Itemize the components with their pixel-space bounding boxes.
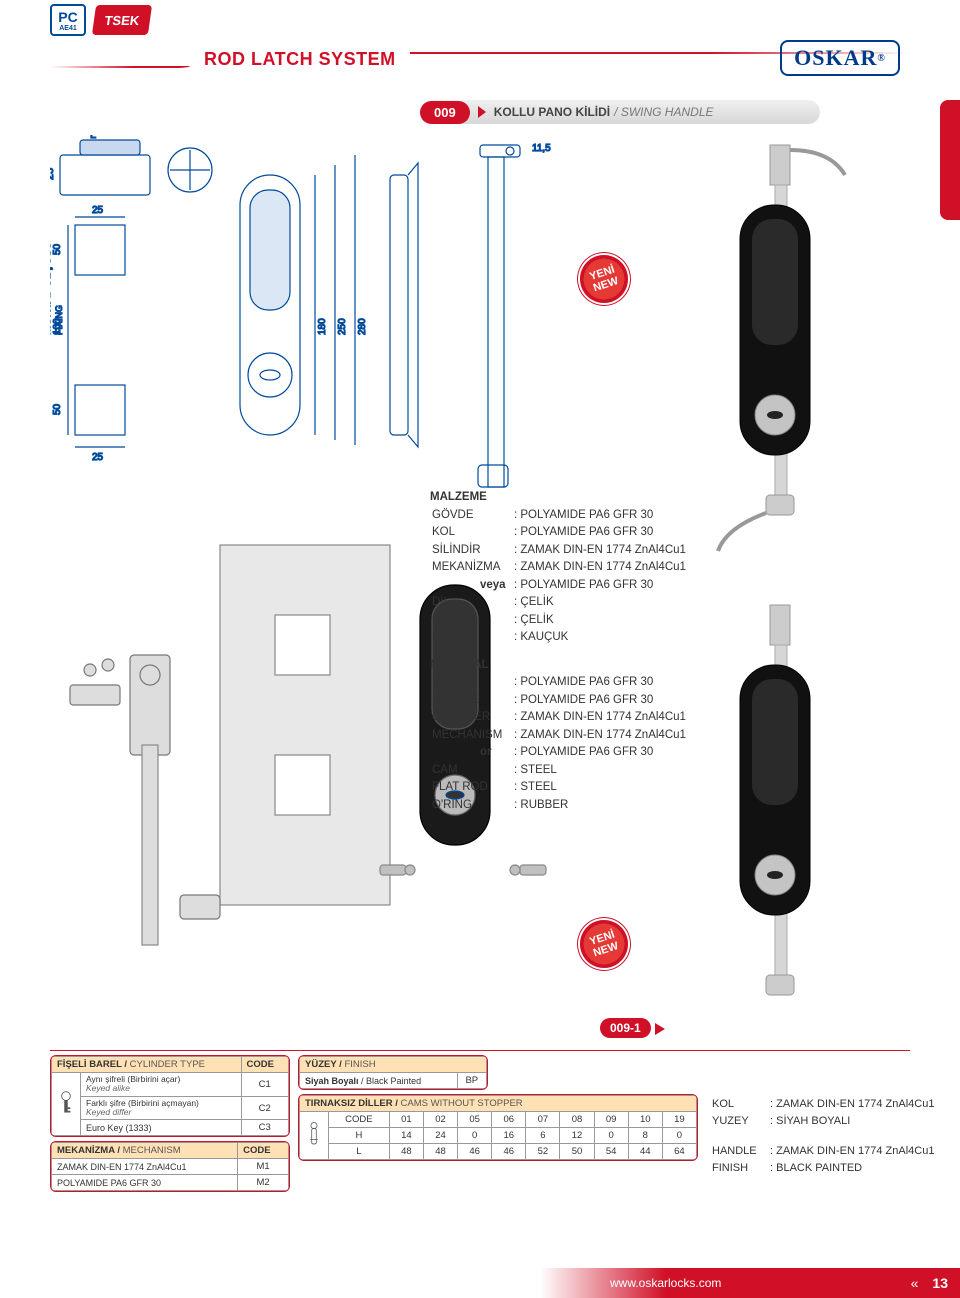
- specs-table-tr: GÖVDE: POLYAMIDE PA6 GFR 30 KOL: POLYAMI…: [430, 506, 688, 648]
- page-header: PC AE41 TSEK ROD LATCH SYSTEM OSKAR®: [0, 0, 960, 80]
- product-code: 009: [420, 101, 470, 124]
- product-name-en: / SWING HANDLE: [614, 105, 713, 119]
- variant-specs: KOL: ZAMAK DIN-EN 1774 ZnAl4Cu1 YUZEY: S…: [710, 1095, 960, 1189]
- page-number: 13: [932, 1275, 948, 1291]
- svg-text:11,5: 11,5: [532, 143, 551, 154]
- arrow-icon: [655, 1023, 665, 1035]
- specs-table-en: BODY: POLYAMIDE PA6 GFR 30 HANDLE: POLYA…: [430, 673, 688, 815]
- page-footer: www.oskarlocks.com « 13: [540, 1268, 960, 1298]
- pct-badge-text: PC: [58, 9, 77, 25]
- cam-icon: [300, 1112, 329, 1160]
- svg-text:L: L: [90, 135, 96, 141]
- decorative-swoosh: [50, 66, 190, 68]
- mechanism-table: MEKANİZMA / MECHANISMCODE ZAMAK DIN-EN 1…: [50, 1141, 290, 1192]
- pct-badge-sub: AE41: [59, 25, 77, 32]
- config-tables: FİŞELİ BAREL / CYLINDER TYPECODE Aynı şi…: [50, 1055, 920, 1245]
- svg-text:280: 280: [357, 318, 368, 335]
- key-icon: [52, 1073, 81, 1136]
- specs-heading-tr: MALZEME: [430, 490, 730, 506]
- svg-text:MONTAJ ÖLÇÜSÜ: MONTAJ ÖLÇÜSÜ: [50, 242, 53, 335]
- side-tab: [940, 100, 960, 220]
- arrow-icon: [478, 106, 486, 118]
- cylinder-type-table: FİŞELİ BAREL / CYLINDER TYPECODE Aynı şi…: [50, 1055, 290, 1137]
- sub-product-code: 009-1: [600, 1018, 665, 1038]
- product-name-tr: KOLLU PANO KİLİDİ: [494, 105, 610, 119]
- svg-text:50: 50: [52, 243, 63, 255]
- chevron-icon: «: [911, 1275, 919, 1291]
- tsek-badge: TSEK: [92, 5, 152, 35]
- section-divider: [50, 1050, 910, 1051]
- pct-badge: PC AE41: [50, 4, 86, 36]
- svg-text:FIXING: FIXING: [54, 305, 64, 335]
- material-specs: MALZEME GÖVDE: POLYAMIDE PA6 GFR 30 KOL:…: [430, 480, 730, 815]
- certification-badges: PC AE41 TSEK: [50, 4, 150, 36]
- page-title: ROD LATCH SYSTEM: [204, 49, 396, 70]
- brand-logo: OSKAR®: [780, 40, 900, 76]
- svg-text:50: 50: [52, 403, 63, 415]
- product-code-bar: 009 KOLLU PANO KİLİDİ / SWING HANDLE: [420, 100, 820, 124]
- svg-text:25: 25: [92, 452, 104, 463]
- footer-url: www.oskarlocks.com: [610, 1276, 721, 1290]
- specs-heading-en: MATERIAL: [430, 658, 730, 674]
- svg-text:25: 25: [50, 168, 56, 180]
- svg-text:250: 250: [337, 318, 348, 335]
- cams-table: TIRNAKSIZ DİLLER / CAMS WITHOUT STOPPER …: [298, 1094, 698, 1161]
- svg-text:180: 180: [317, 318, 328, 335]
- svg-text:25: 25: [92, 205, 104, 216]
- finish-table: YÜZEY / FINISH Siyah Boyalı / Black Pain…: [298, 1055, 488, 1090]
